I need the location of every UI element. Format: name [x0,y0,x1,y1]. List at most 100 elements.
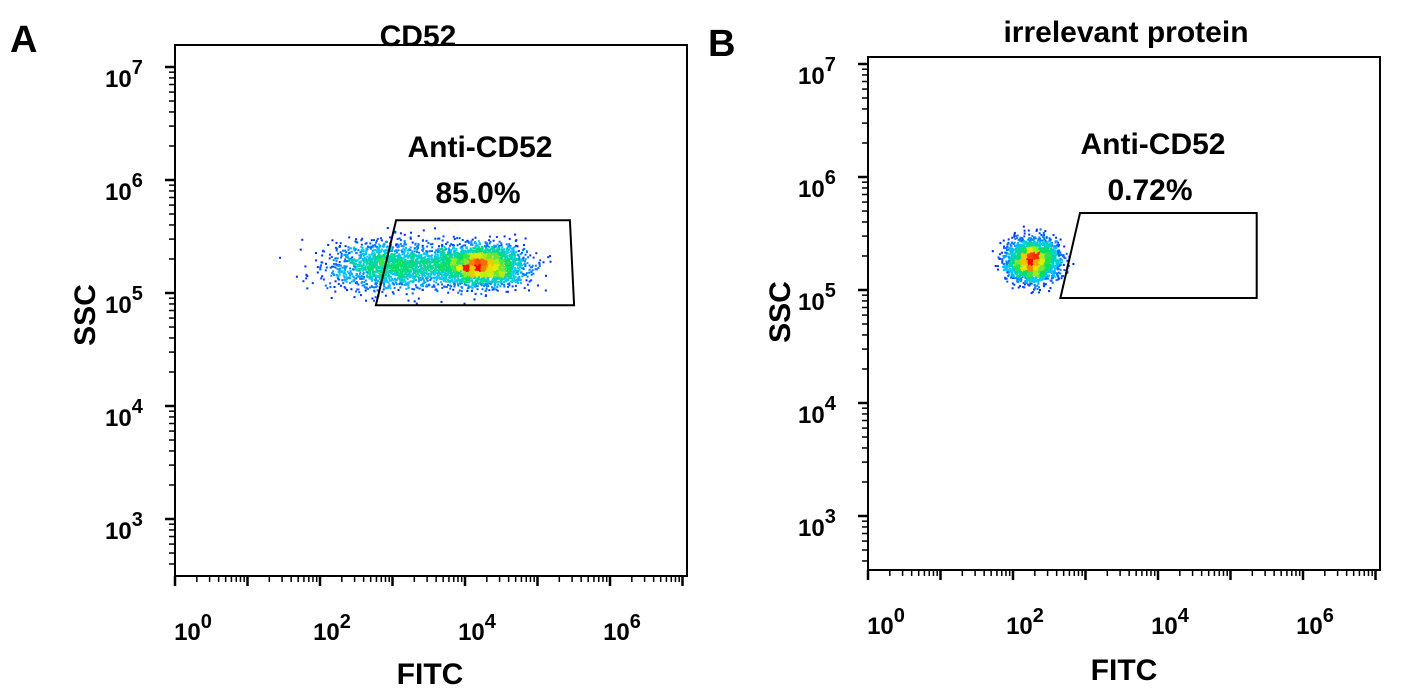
tick-exponent: 2 [340,611,351,633]
data-point [516,259,518,261]
data-point [412,242,414,244]
data-point [525,254,527,256]
data-point [517,262,519,264]
data-point [431,246,433,248]
data-point [421,264,423,266]
data-point [387,270,389,272]
data-point [355,238,357,240]
data-point [336,242,338,244]
gate-label: Anti-CD52 [1080,128,1225,161]
data-point [482,266,484,268]
data-point [477,285,479,287]
data-point [387,268,389,270]
data-point [453,286,455,288]
data-point [513,276,515,278]
data-point [360,294,362,296]
data-point [305,277,307,279]
data-point [454,273,456,275]
data-point [499,271,501,273]
data-point [447,292,449,294]
data-point [487,268,489,270]
data-point [520,253,522,255]
data-point [488,270,490,272]
data-point [334,286,336,288]
data-point [369,276,371,278]
data-point [320,277,322,279]
data-point [492,263,494,265]
data-point [348,236,350,238]
data-point [494,253,496,255]
data-point [411,273,413,275]
data-point [437,251,439,253]
data-point [371,286,373,288]
data-point [455,279,457,281]
data-point [491,261,493,263]
data-point [397,267,399,269]
data-point [549,255,551,257]
data-point [315,259,317,261]
data-point [427,276,429,278]
data-point [485,295,487,297]
data-point [461,290,463,292]
data-point [503,284,505,286]
data-point [473,261,475,263]
data-point [429,250,431,252]
data-point [357,284,359,286]
data-point [460,257,462,259]
data-point [480,283,482,285]
data-point [439,269,441,271]
data-point [478,274,480,276]
data-point [334,291,336,293]
data-point [474,277,476,279]
data-point [527,276,529,278]
data-point [440,266,442,268]
data-point [402,270,404,272]
data-point [447,273,449,275]
data-point [1039,289,1041,291]
data-point [358,289,360,291]
data-point [432,243,434,245]
tick-base: 10 [458,619,485,646]
data-point [503,286,505,288]
data-point [418,280,420,282]
data-point [300,249,302,251]
data-point [437,283,439,285]
data-point [503,254,505,256]
data-point [342,282,344,284]
data-point [430,276,432,278]
data-point [479,243,481,245]
data-point [447,251,449,253]
data-point [421,249,423,251]
data-point [407,252,409,254]
data-point [347,257,349,259]
tick-exponent: 4 [485,611,497,633]
data-point [353,276,355,278]
data-point [349,247,351,249]
data-point [443,264,445,266]
data-point [466,281,468,283]
data-point [441,301,443,303]
data-point [369,242,371,244]
data-point [514,234,516,236]
data-point [342,267,344,269]
tick-base: 10 [105,518,132,545]
data-point [464,244,466,246]
data-point [502,269,504,271]
data-point [438,276,440,278]
tick-base: 10 [105,292,132,319]
data-point [497,283,499,285]
data-point [503,248,505,250]
data-point [462,277,464,279]
data-point [348,260,350,262]
data-point [388,274,390,276]
data-point [355,277,357,279]
data-point [371,252,373,254]
data-point [498,281,500,283]
data-point [379,259,381,261]
data-point [437,255,439,257]
data-point [363,260,365,262]
data-point [325,269,327,271]
data-point [333,266,335,268]
data-point [359,268,361,270]
tick-exponent: 6 [132,170,143,192]
